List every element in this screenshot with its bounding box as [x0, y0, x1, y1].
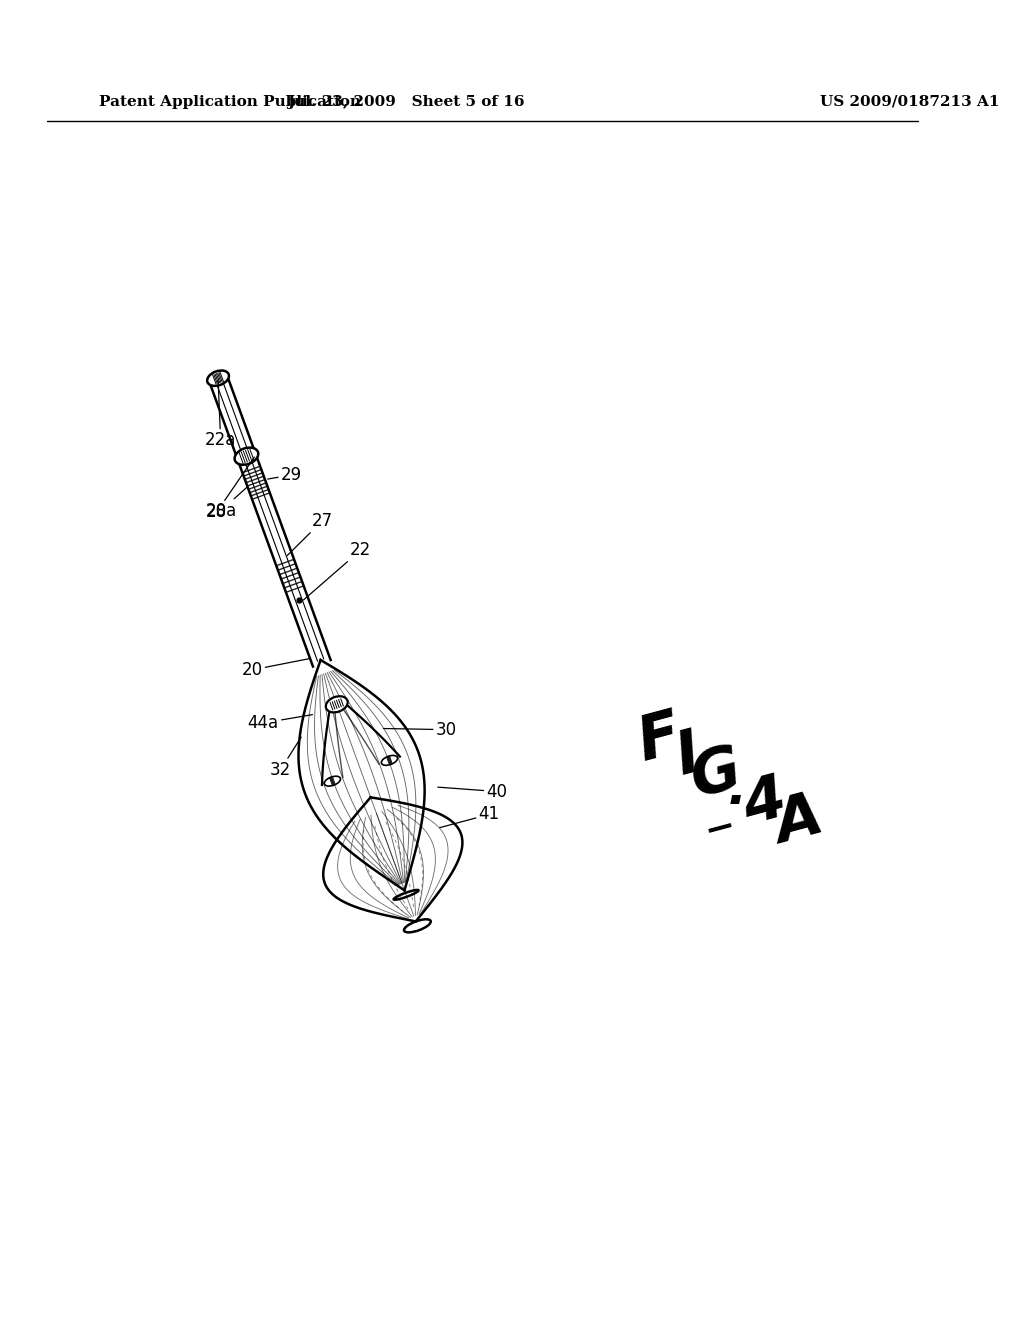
- Text: 28: 28: [206, 457, 254, 521]
- Text: 22: 22: [303, 541, 372, 599]
- Text: .: .: [728, 766, 746, 814]
- Ellipse shape: [393, 890, 419, 900]
- Ellipse shape: [326, 696, 348, 713]
- Text: 32: 32: [269, 737, 301, 779]
- Text: US 2009/0187213 A1: US 2009/0187213 A1: [820, 95, 999, 108]
- Ellipse shape: [207, 371, 229, 385]
- Ellipse shape: [381, 755, 397, 766]
- Text: 40: 40: [438, 783, 508, 800]
- Text: G: G: [685, 741, 749, 810]
- Text: Patent Application Publication: Patent Application Publication: [99, 95, 361, 108]
- Text: 4: 4: [735, 770, 792, 837]
- Ellipse shape: [404, 919, 431, 932]
- Text: I: I: [670, 725, 707, 788]
- Ellipse shape: [325, 776, 341, 787]
- Text: 22a: 22a: [205, 381, 237, 450]
- Text: Jul. 23, 2009   Sheet 5 of 16: Jul. 23, 2009 Sheet 5 of 16: [287, 95, 524, 108]
- Text: 30: 30: [383, 721, 457, 739]
- Text: _: _: [698, 785, 731, 833]
- Text: A: A: [769, 788, 830, 857]
- Text: 41: 41: [439, 805, 500, 828]
- Text: 20: 20: [242, 659, 309, 678]
- Text: 44a: 44a: [248, 714, 312, 733]
- Text: 20a: 20a: [206, 487, 247, 520]
- Text: 29: 29: [267, 466, 302, 484]
- Ellipse shape: [234, 447, 258, 465]
- Text: F: F: [632, 706, 688, 774]
- Text: 27: 27: [288, 512, 333, 556]
